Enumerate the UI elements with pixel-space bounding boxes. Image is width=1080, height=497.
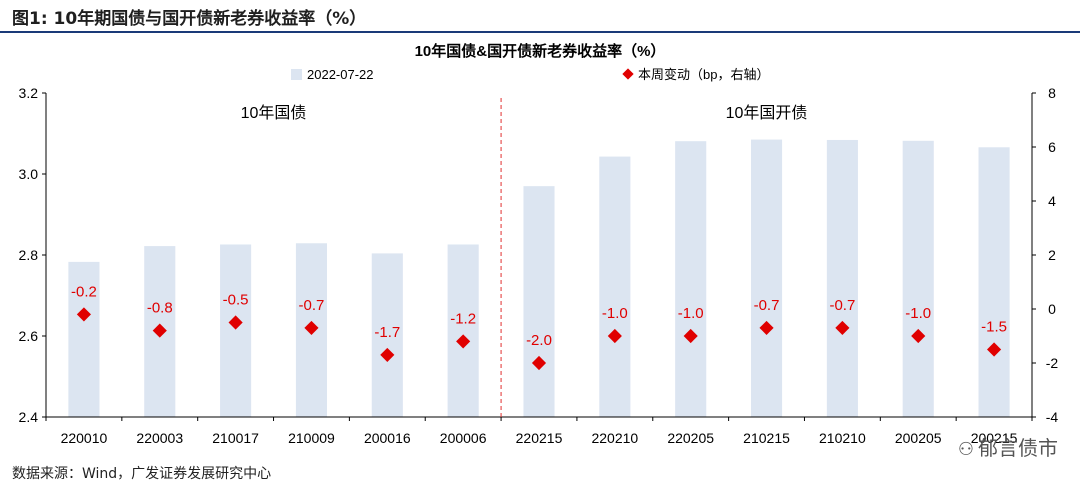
change-label: -1.0 bbox=[905, 305, 931, 322]
right-tick-label: 0 bbox=[1048, 301, 1056, 317]
change-label: -0.2 bbox=[71, 283, 97, 300]
bar bbox=[447, 244, 479, 417]
change-label: -1.0 bbox=[602, 305, 628, 322]
change-marker bbox=[304, 320, 319, 335]
legend-marker-swatch bbox=[622, 68, 634, 80]
change-marker bbox=[987, 342, 1002, 357]
x-tick-label: 220003 bbox=[136, 430, 183, 446]
x-tick-label: 200016 bbox=[364, 430, 411, 446]
x-tick-label: 200215 bbox=[971, 430, 1018, 446]
change-marker bbox=[911, 328, 926, 344]
bar bbox=[599, 156, 631, 417]
change-marker bbox=[76, 307, 91, 322]
chart: 10年国债&国开债新老券收益率（%） 2022-07-22 本周变动（bp，右轴… bbox=[19, 42, 1059, 446]
right-tick-label: 8 bbox=[1048, 85, 1056, 101]
change-label: -1.0 bbox=[678, 305, 704, 322]
change-marker bbox=[835, 320, 850, 335]
group-label: 10年国开债 bbox=[726, 104, 808, 122]
bar bbox=[978, 147, 1010, 417]
x-tick-label: 210009 bbox=[288, 430, 335, 446]
right-tick-label: -4 bbox=[1046, 409, 1059, 425]
change-label: -0.5 bbox=[223, 292, 249, 309]
figure-title: 图1: 10年期国债与国开债新老券收益率（%） bbox=[12, 9, 367, 29]
left-tick-label: 2.6 bbox=[19, 328, 39, 344]
bar bbox=[826, 139, 858, 417]
change-marker bbox=[607, 328, 622, 344]
left-tick-label: 2.4 bbox=[19, 409, 39, 425]
plot-area: 2.4 2.6 2.8 3.0 3.2 -4 -2 0 2 4 6 8 220010 220003 2100… bbox=[19, 85, 1059, 446]
bar bbox=[523, 186, 555, 417]
left-tick-label: 3.2 bbox=[19, 85, 39, 101]
legend: 2022-07-22 本周变动（bp，右轴） bbox=[291, 67, 769, 82]
right-tick-label: 6 bbox=[1048, 139, 1056, 155]
wechat-icon: ⚇ bbox=[957, 439, 974, 460]
change-label: -2.0 bbox=[526, 332, 552, 349]
watermark: ⚇ 郁言债市 bbox=[958, 432, 1058, 461]
change-marker bbox=[683, 328, 698, 344]
bar bbox=[750, 139, 783, 417]
x-tick-label: 220210 bbox=[591, 430, 638, 446]
chart-title: 10年国债&国开债新老券收益率（%） bbox=[415, 42, 666, 60]
right-tick-label: 2 bbox=[1048, 247, 1056, 263]
x-tick-label: 200205 bbox=[895, 430, 942, 446]
change-label: -0.7 bbox=[299, 297, 325, 314]
x-tick-label: 210017 bbox=[212, 430, 259, 446]
x-tick-label: 220010 bbox=[61, 430, 108, 446]
legend-bar-swatch bbox=[291, 69, 302, 80]
legend-bar-label: 2022-07-22 bbox=[307, 67, 374, 82]
change-marker bbox=[152, 323, 167, 338]
title-rule bbox=[0, 31, 1080, 33]
legend-marker-label: 本周变动（bp，右轴） bbox=[638, 67, 769, 82]
change-marker bbox=[759, 320, 774, 335]
x-tick-label: 210215 bbox=[743, 430, 790, 446]
change-marker bbox=[456, 334, 471, 349]
source-note: 数据来源：Wind，广发证券发展研究中心 bbox=[12, 466, 272, 482]
group-label: 10年国债 bbox=[241, 104, 307, 122]
change-label: -1.2 bbox=[450, 310, 476, 327]
bar bbox=[371, 253, 403, 417]
x-tick-label: 220205 bbox=[667, 430, 714, 446]
change-label: -0.7 bbox=[829, 297, 855, 314]
x-tick-label: 210210 bbox=[819, 430, 866, 446]
bar bbox=[675, 141, 707, 417]
change-marker bbox=[228, 315, 243, 330]
bar bbox=[220, 244, 252, 417]
right-tick-label: -2 bbox=[1046, 355, 1059, 371]
watermark-text: 郁言债市 bbox=[978, 436, 1058, 460]
left-tick-label: 2.8 bbox=[19, 247, 39, 263]
x-tick-label: 220215 bbox=[516, 430, 563, 446]
right-tick-label: 4 bbox=[1048, 193, 1056, 209]
change-marker bbox=[531, 355, 547, 371]
change-label: -0.8 bbox=[147, 300, 173, 317]
bar bbox=[902, 140, 934, 417]
change-label: -1.5 bbox=[981, 319, 1007, 336]
change-marker bbox=[380, 347, 395, 362]
bar bbox=[68, 261, 100, 417]
change-label: -0.7 bbox=[754, 297, 780, 314]
change-label: -1.7 bbox=[374, 324, 400, 341]
left-tick-label: 3.0 bbox=[19, 166, 39, 182]
x-tick-label: 200006 bbox=[440, 430, 487, 446]
